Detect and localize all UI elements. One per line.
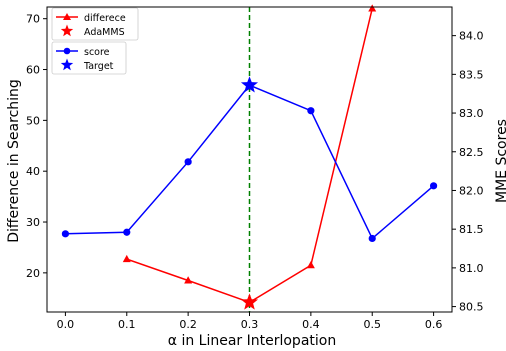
y-left-tick-label: 50 (26, 114, 40, 127)
x-tick-label: 0.6 (425, 318, 443, 331)
x-tick-label: 0.4 (302, 318, 320, 331)
y-ticks-right: 80.5 81.0 81.5 82.0 82.5 83.0 83.5 84.0 (452, 30, 484, 314)
y-right-tick-label: 81.0 (459, 262, 484, 275)
y-left-tick-label: 60 (26, 64, 40, 77)
y-right-tick-label: 83.0 (459, 107, 484, 120)
y-right-tick-label: 80.5 (459, 301, 484, 314)
star-Target (240, 76, 259, 93)
plot-frame (46, 6, 453, 313)
legend-target-label: Target (83, 61, 114, 72)
x-axis-label: α in Linear Interlopation (168, 333, 336, 349)
legend-secondary: score Target (51, 41, 127, 75)
legend-differece-marker (63, 13, 71, 20)
x-tick-label: 0.1 (118, 318, 136, 331)
legend-differece-label: differece (84, 13, 126, 24)
y-right-tick-label: 84.0 (459, 30, 484, 43)
point-score (307, 107, 315, 115)
legend-adamms-label: AdaMMS (84, 27, 125, 38)
legend-target-marker (60, 58, 74, 71)
legend-score-marker (63, 47, 71, 55)
legend-adamms-marker (60, 24, 74, 37)
y-right-tick-label: 83.5 (459, 68, 484, 81)
point-score (429, 182, 438, 190)
point-differece (368, 4, 377, 12)
point-score (368, 234, 376, 243)
y-right-tick-label: 82.5 (459, 146, 484, 159)
y-ticks-left: 20 30 40 50 60 70 (26, 13, 47, 280)
y-left-tick-label: 70 (26, 13, 40, 26)
y-axis-label-left: Difference in Searching (6, 79, 22, 243)
y-left-tick-label: 30 (26, 216, 40, 229)
point-differece (122, 254, 131, 263)
point-score (123, 228, 131, 236)
legend-secondary-box (51, 41, 127, 75)
star-AdaMMS (240, 293, 259, 310)
legend-score-label: score (84, 47, 110, 58)
x-tick-label: 0.0 (57, 318, 75, 331)
point-differece (184, 276, 193, 284)
legend-primary-box (51, 7, 139, 41)
legend-primary: differece AdaMMS (51, 7, 139, 41)
x-tick-label: 0.2 (179, 318, 197, 331)
y-left-tick-label: 40 (26, 165, 40, 178)
x-tick-label: 0.5 (363, 318, 381, 331)
x-ticks: 0.0 0.1 0.2 0.3 0.4 0.5 0.6 (57, 312, 443, 331)
point-score (61, 230, 70, 238)
highlight-stars (240, 76, 259, 310)
y-left-tick-label: 20 (26, 267, 40, 280)
x-tick-label: 0.3 (241, 318, 259, 331)
point-score (184, 158, 192, 166)
y-right-tick-label: 81.5 (459, 223, 484, 236)
y-axis-label-right: MME Scores (494, 119, 506, 203)
point-differece (306, 261, 315, 269)
y-right-tick-label: 82.0 (459, 184, 484, 197)
